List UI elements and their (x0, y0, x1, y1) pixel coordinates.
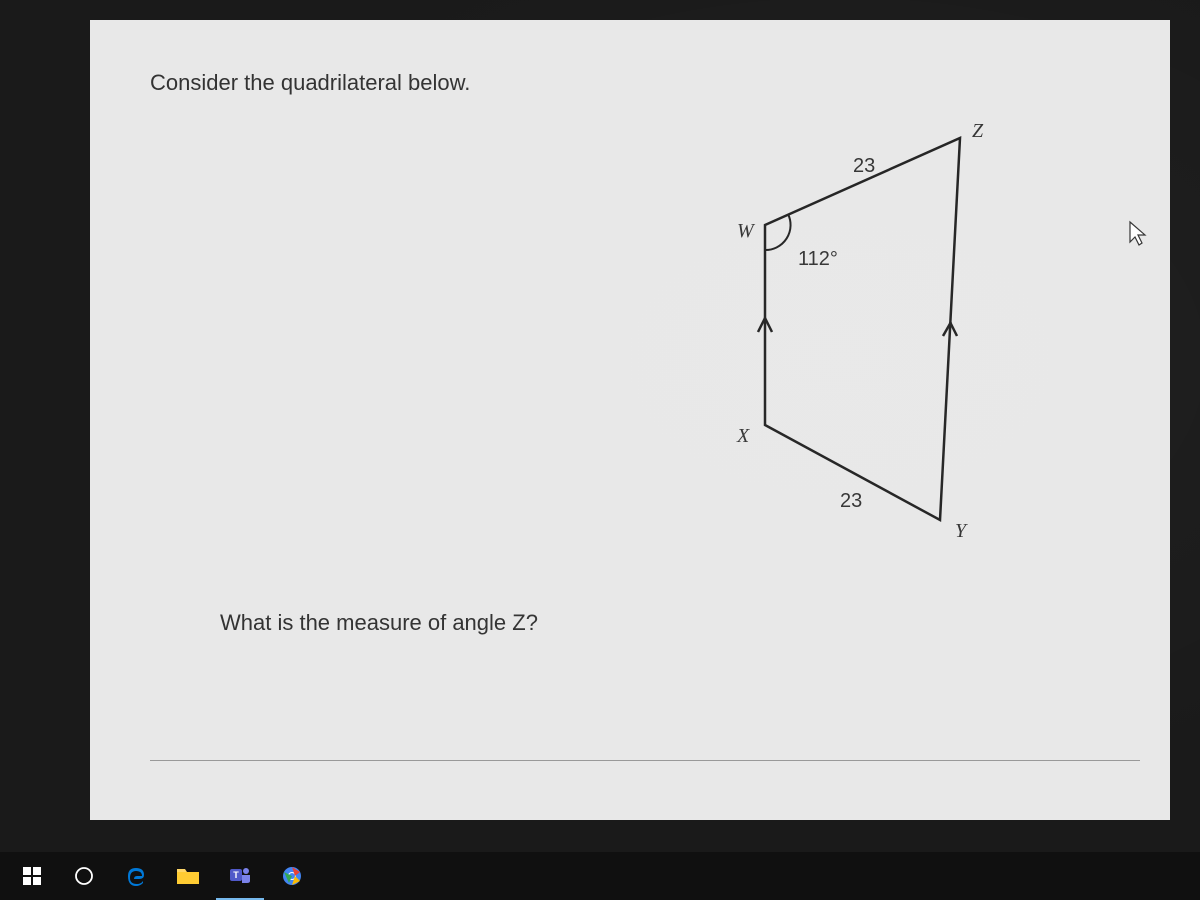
start-button[interactable] (8, 852, 56, 900)
cortana-button[interactable] (60, 852, 108, 900)
vertex-label-x: X (737, 425, 749, 448)
angle-label-w: 112° (798, 248, 838, 271)
teams-button[interactable]: T (216, 852, 264, 900)
quadrilateral-shape (765, 138, 960, 520)
teams-icon: T (228, 863, 252, 887)
side-label-wz: 23 (853, 155, 875, 178)
diagram-svg (630, 120, 1030, 570)
vertex-label-w: W (737, 220, 754, 243)
vertex-label-y: Y (955, 520, 966, 543)
browser-icon (281, 865, 303, 887)
document-content: Consider the quadrilateral below. W Z Y … (90, 20, 1170, 820)
svg-text:T: T (233, 870, 239, 880)
cortana-icon (74, 866, 94, 886)
content-divider (150, 760, 1140, 761)
quadrilateral-diagram: W Z Y X 23 23 112° (630, 120, 1030, 570)
cursor-icon (1128, 220, 1150, 253)
windows-icon (23, 867, 41, 885)
file-explorer-button[interactable] (164, 852, 212, 900)
problem-prompt: Consider the quadrilateral below. (150, 70, 1110, 96)
edge-icon (124, 864, 148, 888)
side-label-xy: 23 (840, 490, 862, 513)
problem-question: What is the measure of angle Z? (220, 610, 538, 636)
taskbar: T (0, 852, 1200, 900)
browser-button[interactable] (268, 852, 316, 900)
edge-button[interactable] (112, 852, 160, 900)
folder-icon (176, 866, 200, 886)
vertex-label-z: Z (972, 120, 983, 143)
